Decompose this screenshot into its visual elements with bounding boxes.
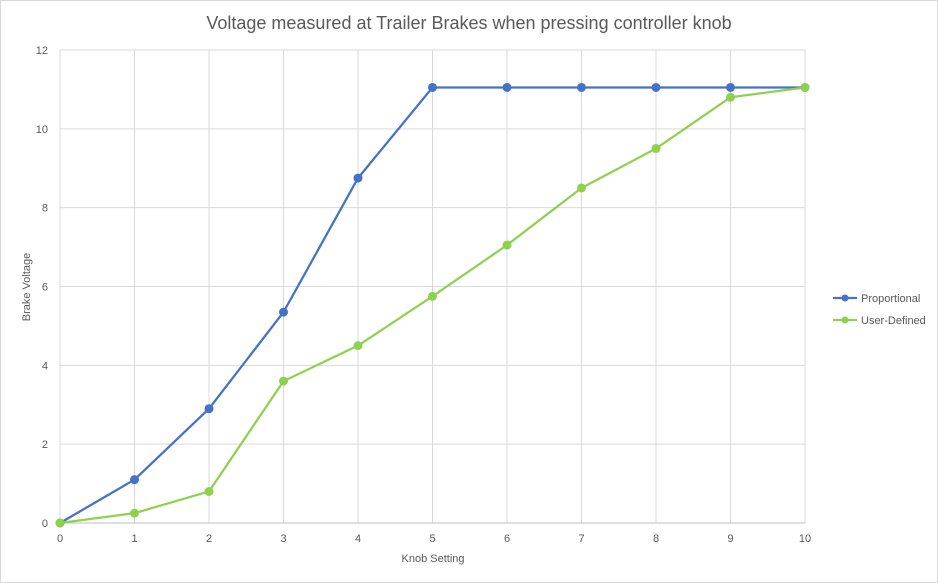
y-tick-label: 8 [42, 203, 48, 215]
data-point [130, 475, 139, 485]
x-tick-label: 1 [131, 533, 137, 545]
y-tick-label: 6 [42, 282, 48, 294]
data-point [204, 486, 214, 496]
legend-marker [841, 316, 849, 324]
x-tick-label: 2 [206, 533, 212, 545]
legend-item: Proportional [833, 293, 920, 305]
x-tick-label: 7 [578, 533, 584, 545]
data-point [353, 341, 363, 351]
legend-marker [841, 294, 849, 302]
data-series [55, 82, 810, 528]
data-point [502, 240, 512, 250]
data-point [800, 82, 810, 92]
chart-title: Voltage measured at Trailer Brakes when … [206, 13, 731, 33]
data-point [130, 508, 139, 518]
x-tick-label: 5 [429, 533, 435, 545]
data-point [651, 82, 661, 92]
legend-item: User-Defined [833, 315, 926, 327]
x-tick-label: 3 [280, 533, 286, 545]
x-tick-label: 10 [799, 533, 811, 545]
data-point [577, 82, 586, 92]
y-tick-label: 4 [42, 360, 48, 372]
gridlines [59, 49, 806, 523]
legend: Proportional User-Defined [833, 293, 926, 327]
x-axis-title: Knob Setting [402, 553, 465, 565]
x-tick-label: 4 [355, 533, 361, 545]
legend-label: User-Defined [861, 315, 926, 327]
y-tick-label: 10 [36, 124, 48, 136]
data-point [651, 144, 661, 154]
series-user-defined [55, 82, 810, 528]
data-point [726, 92, 735, 102]
data-point [279, 307, 288, 317]
legend-label: Proportional [861, 293, 920, 305]
y-tick-label: 2 [42, 439, 48, 451]
data-point [577, 183, 586, 193]
data-point [428, 291, 437, 301]
x-tick-label: 6 [504, 533, 510, 545]
y-tick-label: 0 [42, 518, 48, 530]
data-point [55, 518, 65, 528]
data-point [726, 82, 735, 92]
data-point [279, 376, 288, 386]
data-point [502, 82, 512, 92]
y-tick-label: 12 [36, 45, 48, 57]
data-point [428, 82, 437, 92]
x-tick-label: 8 [653, 533, 659, 545]
x-tick-label: 0 [57, 533, 63, 545]
x-tick-label: 9 [727, 533, 733, 545]
data-point [353, 173, 363, 183]
y-axis-title: Brake Voltage [21, 253, 33, 322]
data-point [204, 404, 214, 414]
